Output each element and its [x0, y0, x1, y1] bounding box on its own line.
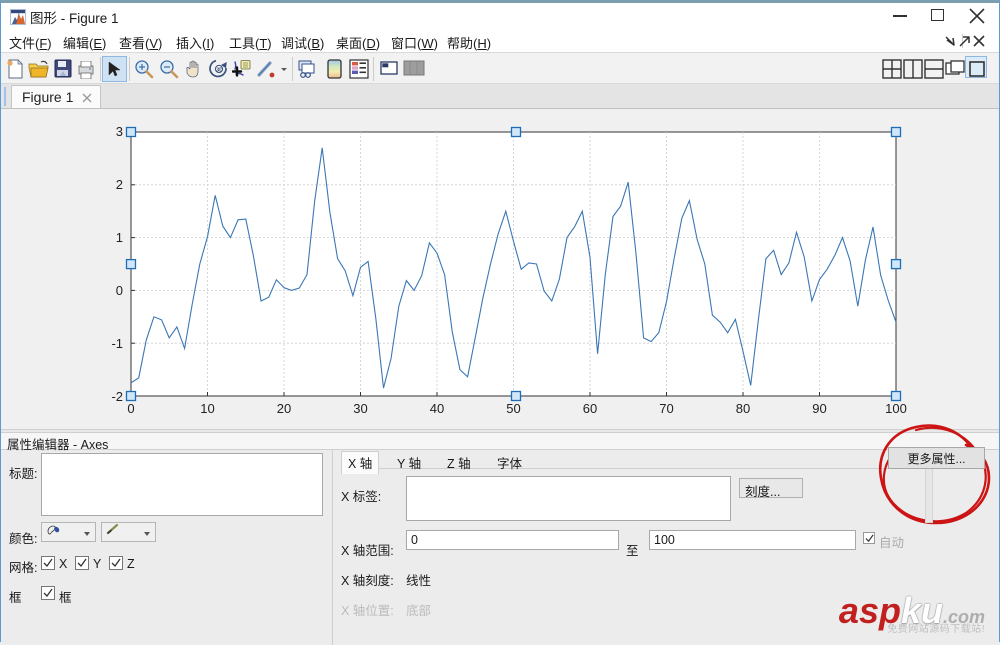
svg-text:90: 90	[812, 401, 826, 416]
svg-text:20: 20	[277, 401, 291, 416]
svg-text:30: 30	[353, 401, 367, 416]
svg-text:10: 10	[200, 401, 214, 416]
svg-text:3: 3	[116, 124, 123, 139]
svg-text:80: 80	[736, 401, 750, 416]
svg-text:70: 70	[659, 401, 673, 416]
svg-text:100: 100	[885, 401, 907, 416]
svg-text:2: 2	[116, 177, 123, 192]
svg-text:40: 40	[430, 401, 444, 416]
svg-text:60: 60	[583, 401, 597, 416]
svg-text:0: 0	[116, 283, 123, 298]
svg-text:-2: -2	[111, 389, 123, 404]
svg-text:50: 50	[506, 401, 520, 416]
svg-text:-1: -1	[111, 336, 123, 351]
svg-text:3D: 3D	[216, 67, 223, 73]
svg-text:1: 1	[116, 230, 123, 245]
svg-text:0: 0	[127, 401, 134, 416]
